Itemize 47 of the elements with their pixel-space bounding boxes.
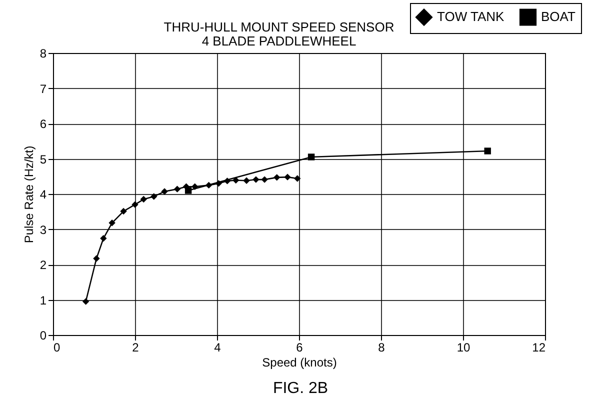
point: [192, 183, 198, 190]
y-tick-label: 7: [40, 82, 47, 96]
y-tick-label: 0: [40, 328, 47, 342]
point: [308, 154, 315, 160]
point: [100, 235, 107, 242]
point: [182, 183, 190, 190]
x-tick-label: 2: [132, 340, 140, 354]
y-tick-label: 2: [40, 258, 47, 272]
point: [205, 182, 212, 189]
y-tick-label: 6: [40, 117, 47, 131]
x-tick-label: 12: [532, 340, 546, 354]
point: [82, 298, 90, 305]
point: [174, 186, 181, 192]
y-axis-title: Pulse Rate (Hz/kt): [22, 146, 36, 244]
point: [294, 175, 301, 182]
point: [108, 220, 116, 226]
chart-title: THRU-HULL MOUNT SPEED SENSOR: [164, 20, 394, 34]
point: [274, 174, 280, 181]
y-tick-label: 8: [40, 46, 47, 60]
x-tick-label: 4: [214, 340, 222, 354]
point: [243, 177, 250, 184]
x-tick-label: 8: [378, 340, 386, 354]
y-tick-label: 1: [40, 293, 47, 308]
legend-label: TOW TANK: [437, 9, 504, 24]
y-tick-label: 4: [40, 188, 47, 202]
point: [120, 208, 127, 215]
point: [261, 176, 268, 183]
x-axis-title: Speed (knots): [262, 356, 337, 370]
point: [132, 201, 138, 208]
point: [252, 176, 260, 183]
legend-label: BOAT: [541, 9, 576, 24]
x-tick-label: 0: [54, 340, 60, 354]
point: [215, 180, 222, 187]
caption: FIG. 2B: [272, 380, 330, 398]
point: [484, 148, 491, 154]
x-tick-label: 6: [296, 340, 304, 354]
point: [224, 178, 231, 184]
point: [161, 188, 168, 195]
y-tick-label: 3: [40, 222, 47, 237]
point: [284, 174, 291, 180]
point: [140, 196, 147, 203]
point: [93, 255, 100, 262]
x-tick-label: 10: [456, 340, 470, 354]
y-tick-label: 5: [40, 152, 47, 166]
chart-subtitle: 4 BLADE PADDLEWHEEL: [202, 34, 356, 48]
point: [150, 193, 158, 200]
point: [232, 176, 240, 184]
